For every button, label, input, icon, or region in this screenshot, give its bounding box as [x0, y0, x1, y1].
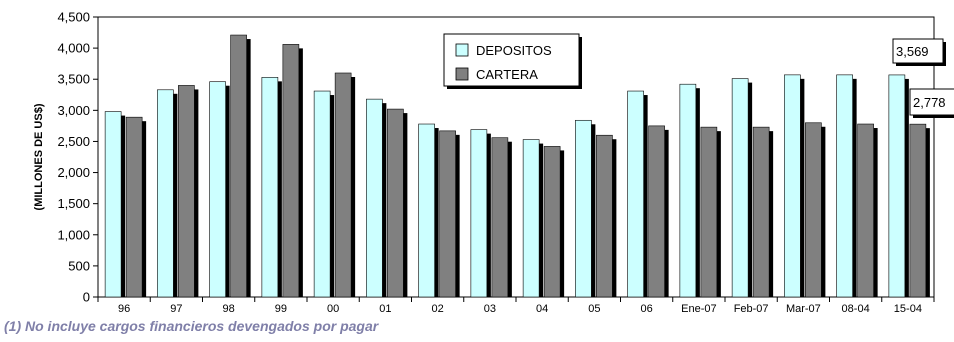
x-tick-label: 03: [484, 303, 496, 315]
y-tick-label: 4,500: [57, 10, 90, 25]
y-tick-label: 500: [68, 258, 90, 273]
legend-swatch: [455, 43, 469, 57]
bar-depositos: [261, 77, 279, 298]
footnote: (1) No incluye cargos financieros deveng…: [4, 318, 379, 334]
x-tick-label: 01: [379, 303, 391, 315]
bar-depositos: [104, 111, 122, 298]
bar-depositos: [888, 74, 906, 298]
bar-cartera: [178, 85, 195, 298]
bar-cartera: [752, 126, 770, 298]
bar-cartera: [491, 137, 509, 298]
y-tick-label: 4,000: [57, 41, 90, 56]
callout-box: [892, 38, 944, 64]
bar-cartera: [596, 134, 613, 298]
x-tick-label: 04: [536, 303, 548, 315]
y-tick-label: 0: [83, 290, 90, 305]
legend: [443, 33, 580, 87]
bar-cartera: [543, 146, 561, 298]
bar-cartera: [282, 44, 300, 298]
legend-label: CARTERA: [476, 67, 538, 82]
x-tick-label: 05: [588, 303, 600, 315]
bar-cartera: [909, 123, 927, 298]
bar-depositos: [784, 74, 801, 298]
x-tick-label: 06: [641, 303, 653, 315]
callout-box: [909, 88, 954, 116]
x-tick-label: Ene-07: [681, 303, 716, 315]
bar-cartera: [125, 116, 143, 298]
x-tick-label: 08-04: [842, 303, 870, 315]
y-axis-label: (MILLONES DE US$): [33, 103, 45, 210]
legend-label: DEPOSITOS: [476, 43, 552, 58]
bar-depositos: [470, 129, 488, 298]
bar-depositos: [366, 98, 383, 298]
x-tick-label: Feb-07: [734, 303, 769, 315]
x-tick-label: 00: [327, 303, 339, 315]
x-tick-label: 98: [223, 303, 235, 315]
bar-depositos: [522, 139, 540, 298]
y-tick-label: 2,000: [57, 165, 90, 180]
bar-depositos: [209, 81, 226, 298]
bar-depositos: [627, 90, 644, 298]
bar-cartera: [387, 108, 404, 298]
x-tick-label: Mar-07: [786, 303, 821, 315]
bar-depositos: [731, 78, 749, 298]
bar-cartera: [439, 130, 456, 298]
x-tick-label: 99: [275, 303, 287, 315]
x-tick-label: 02: [432, 303, 444, 315]
callout-label: 2,778: [913, 95, 946, 110]
bar-depositos: [157, 89, 174, 298]
bar-cartera: [700, 126, 718, 298]
bar-depositos: [679, 83, 697, 298]
bar-depositos: [418, 123, 435, 298]
bar-cartera: [648, 125, 665, 298]
y-tick-label: 3,000: [57, 103, 90, 118]
bar-depositos: [313, 90, 331, 298]
y-tick-label: 1,000: [57, 227, 90, 242]
bar-depositos: [575, 119, 592, 298]
legend-swatch: [455, 67, 469, 81]
y-tick-label: 1,500: [57, 196, 90, 211]
y-tick-label: 3,500: [57, 72, 90, 87]
bar-cartera: [805, 122, 822, 298]
bar-cartera: [334, 72, 352, 298]
x-tick-label: 97: [170, 303, 182, 315]
bar-cartera: [857, 123, 874, 298]
x-tick-label: 96: [118, 303, 130, 315]
bar-cartera: [230, 34, 247, 298]
callout-label: 3,569: [896, 44, 929, 59]
y-tick-label: 2,500: [57, 134, 90, 149]
x-tick-label: 15-04: [894, 303, 922, 315]
bar-depositos: [836, 74, 853, 298]
